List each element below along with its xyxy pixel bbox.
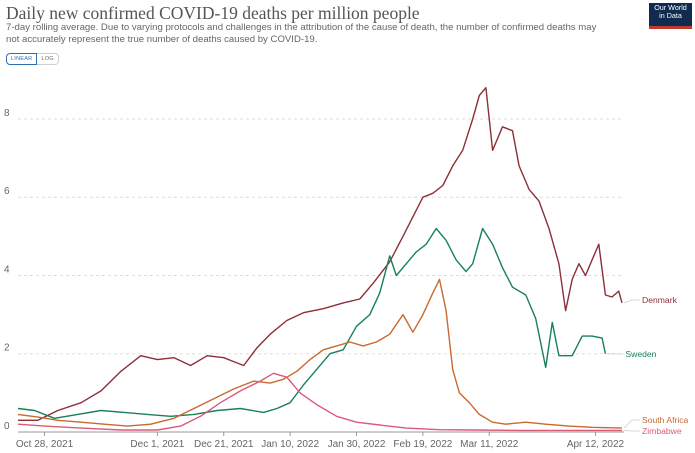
series-line-sweden — [17, 227, 607, 419]
series-line-south-africa — [17, 278, 623, 429]
y-tick-label: 6 — [4, 186, 10, 197]
gridlines — [18, 118, 624, 433]
x-tick-label: Jan 30, 2022 — [328, 439, 386, 450]
y-tick-label: 2 — [4, 343, 10, 354]
x-tick-label: Oct 28, 2021 — [16, 439, 74, 450]
scale-toggle: LINEAR LOG — [6, 53, 59, 65]
label-connector — [623, 299, 640, 304]
x-tick-label: Mar 11, 2022 — [460, 439, 519, 450]
owid-logo[interactable]: Our World in Data — [649, 3, 692, 29]
y-tick-label: 8 — [4, 108, 10, 119]
log-scale-button[interactable]: LOG — [37, 53, 59, 65]
x-tick-label: Dec 1, 2021 — [130, 439, 184, 450]
x-tick-label: Dec 21, 2021 — [194, 439, 254, 450]
series-label-zimbabwe: Zimbabwe — [642, 426, 682, 436]
series-line-denmark — [18, 87, 623, 421]
y-tick-label: 0 — [4, 421, 10, 432]
x-tick-label: Apr 12, 2022 — [567, 439, 625, 450]
y-axis: 0 2 4 6 8 — [4, 108, 10, 432]
y-tick-label: 4 — [4, 264, 10, 275]
x-tick-label: Jan 10, 2022 — [261, 439, 319, 450]
series-lines — [17, 87, 623, 432]
series-label-sweden: Sweden — [625, 349, 656, 359]
label-connector — [623, 430, 640, 432]
chart-title: Daily new confirmed COVID-19 deaths per … — [6, 3, 420, 23]
linear-scale-button[interactable]: LINEAR — [6, 53, 38, 65]
series-label-denmark: Denmark — [642, 295, 678, 305]
x-tick-label: Feb 19, 2022 — [393, 439, 452, 450]
x-axis: Oct 28, 2021 Dec 1, 2021 Dec 21, 2021 Jan 1… — [16, 432, 625, 450]
series-label-south-africa: South Africa — [642, 415, 689, 425]
chart-subtitle: 7-day rolling average. Due to varying pr… — [6, 22, 597, 45]
label-connector — [623, 419, 640, 429]
logo-line-2: in Data — [659, 11, 682, 20]
logo-line-1: Our World — [654, 3, 687, 12]
series-line-zimbabwe — [17, 372, 622, 432]
